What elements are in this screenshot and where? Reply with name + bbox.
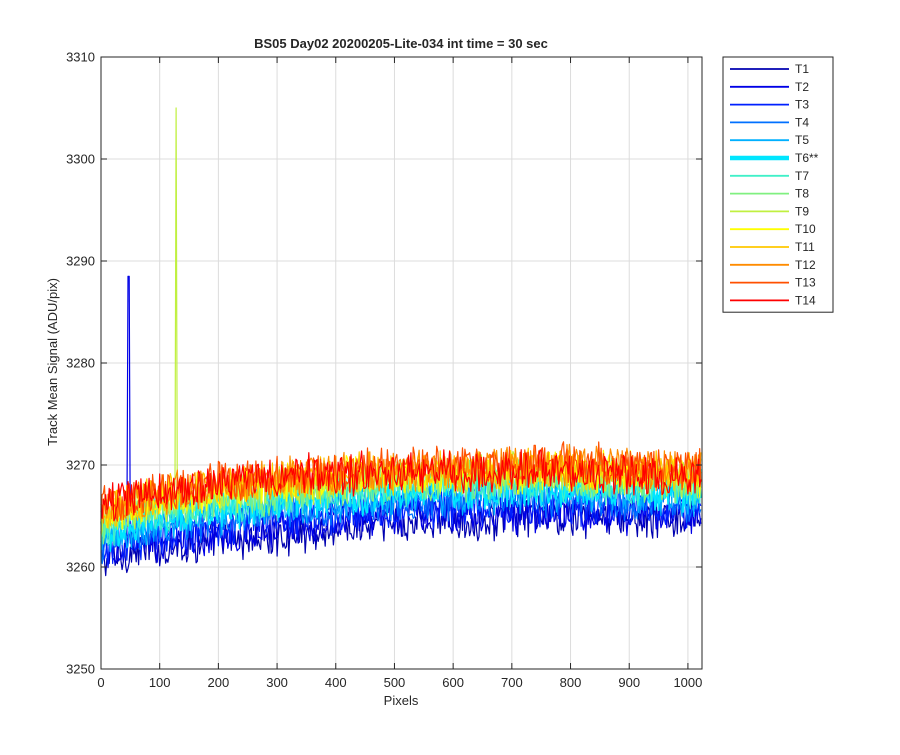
legend-label: T3 [795,98,809,112]
axes-layer: 0 100 200 300 400 500 600 700 800 900 1000 3250 3260… [66,50,703,690]
x-tick-label: 500 [384,675,406,690]
legend-label: T1 [795,62,809,76]
x-tick-label: 1000 [673,675,702,690]
legend-label: T10 [795,222,816,236]
legend-label: T8 [795,187,809,201]
chart-title: BS05 Day02 20200205-Lite-034 int time = … [254,36,548,51]
y-tick-label: 3290 [66,254,95,269]
legend-label: T6** [795,151,819,165]
x-tick-label: 400 [325,675,347,690]
series-line-T4 [100,476,702,565]
legend-label: T9 [795,204,809,218]
y-axis-label: Track Mean Signal (ADU/pix) [45,278,60,446]
y-tick-label: 3260 [66,560,95,575]
x-tick-label: 0 [97,675,104,690]
legend-box [722,56,834,313]
x-axis-label: Pixels [384,693,419,708]
x-tick-label: 100 [149,675,171,690]
legend-label: T13 [795,276,816,290]
x-tick-label: 600 [442,675,464,690]
y-tick-label: 3250 [66,662,95,677]
legend-label: T5 [795,133,809,147]
legend-label: T12 [795,258,816,272]
y-tick-label: 3270 [66,458,95,473]
legend-label: T7 [795,169,809,183]
y-tick-label: 3300 [66,152,95,167]
series-line-T14 [100,449,702,522]
x-tick-label: 300 [266,675,288,690]
x-tick-label: 700 [501,675,523,690]
legend: T1 T2 T3 T4 T5 T6** T7 T8 T9 T10 T11 T12 T13 T14 [722,56,834,313]
x-tick-label: 900 [618,675,640,690]
legend-label: T2 [795,80,809,94]
y-tick-label: 3310 [66,50,95,65]
grid-layer [101,57,702,669]
legend-label: T14 [795,293,816,307]
series-layer [100,107,702,577]
legend-label: T11 [795,240,815,254]
x-tick-label: 800 [560,675,582,690]
legend-label: T4 [795,115,809,129]
y-tick-label: 3280 [66,356,95,371]
x-tick-label: 200 [208,675,230,690]
series-line-T5 [100,470,702,551]
